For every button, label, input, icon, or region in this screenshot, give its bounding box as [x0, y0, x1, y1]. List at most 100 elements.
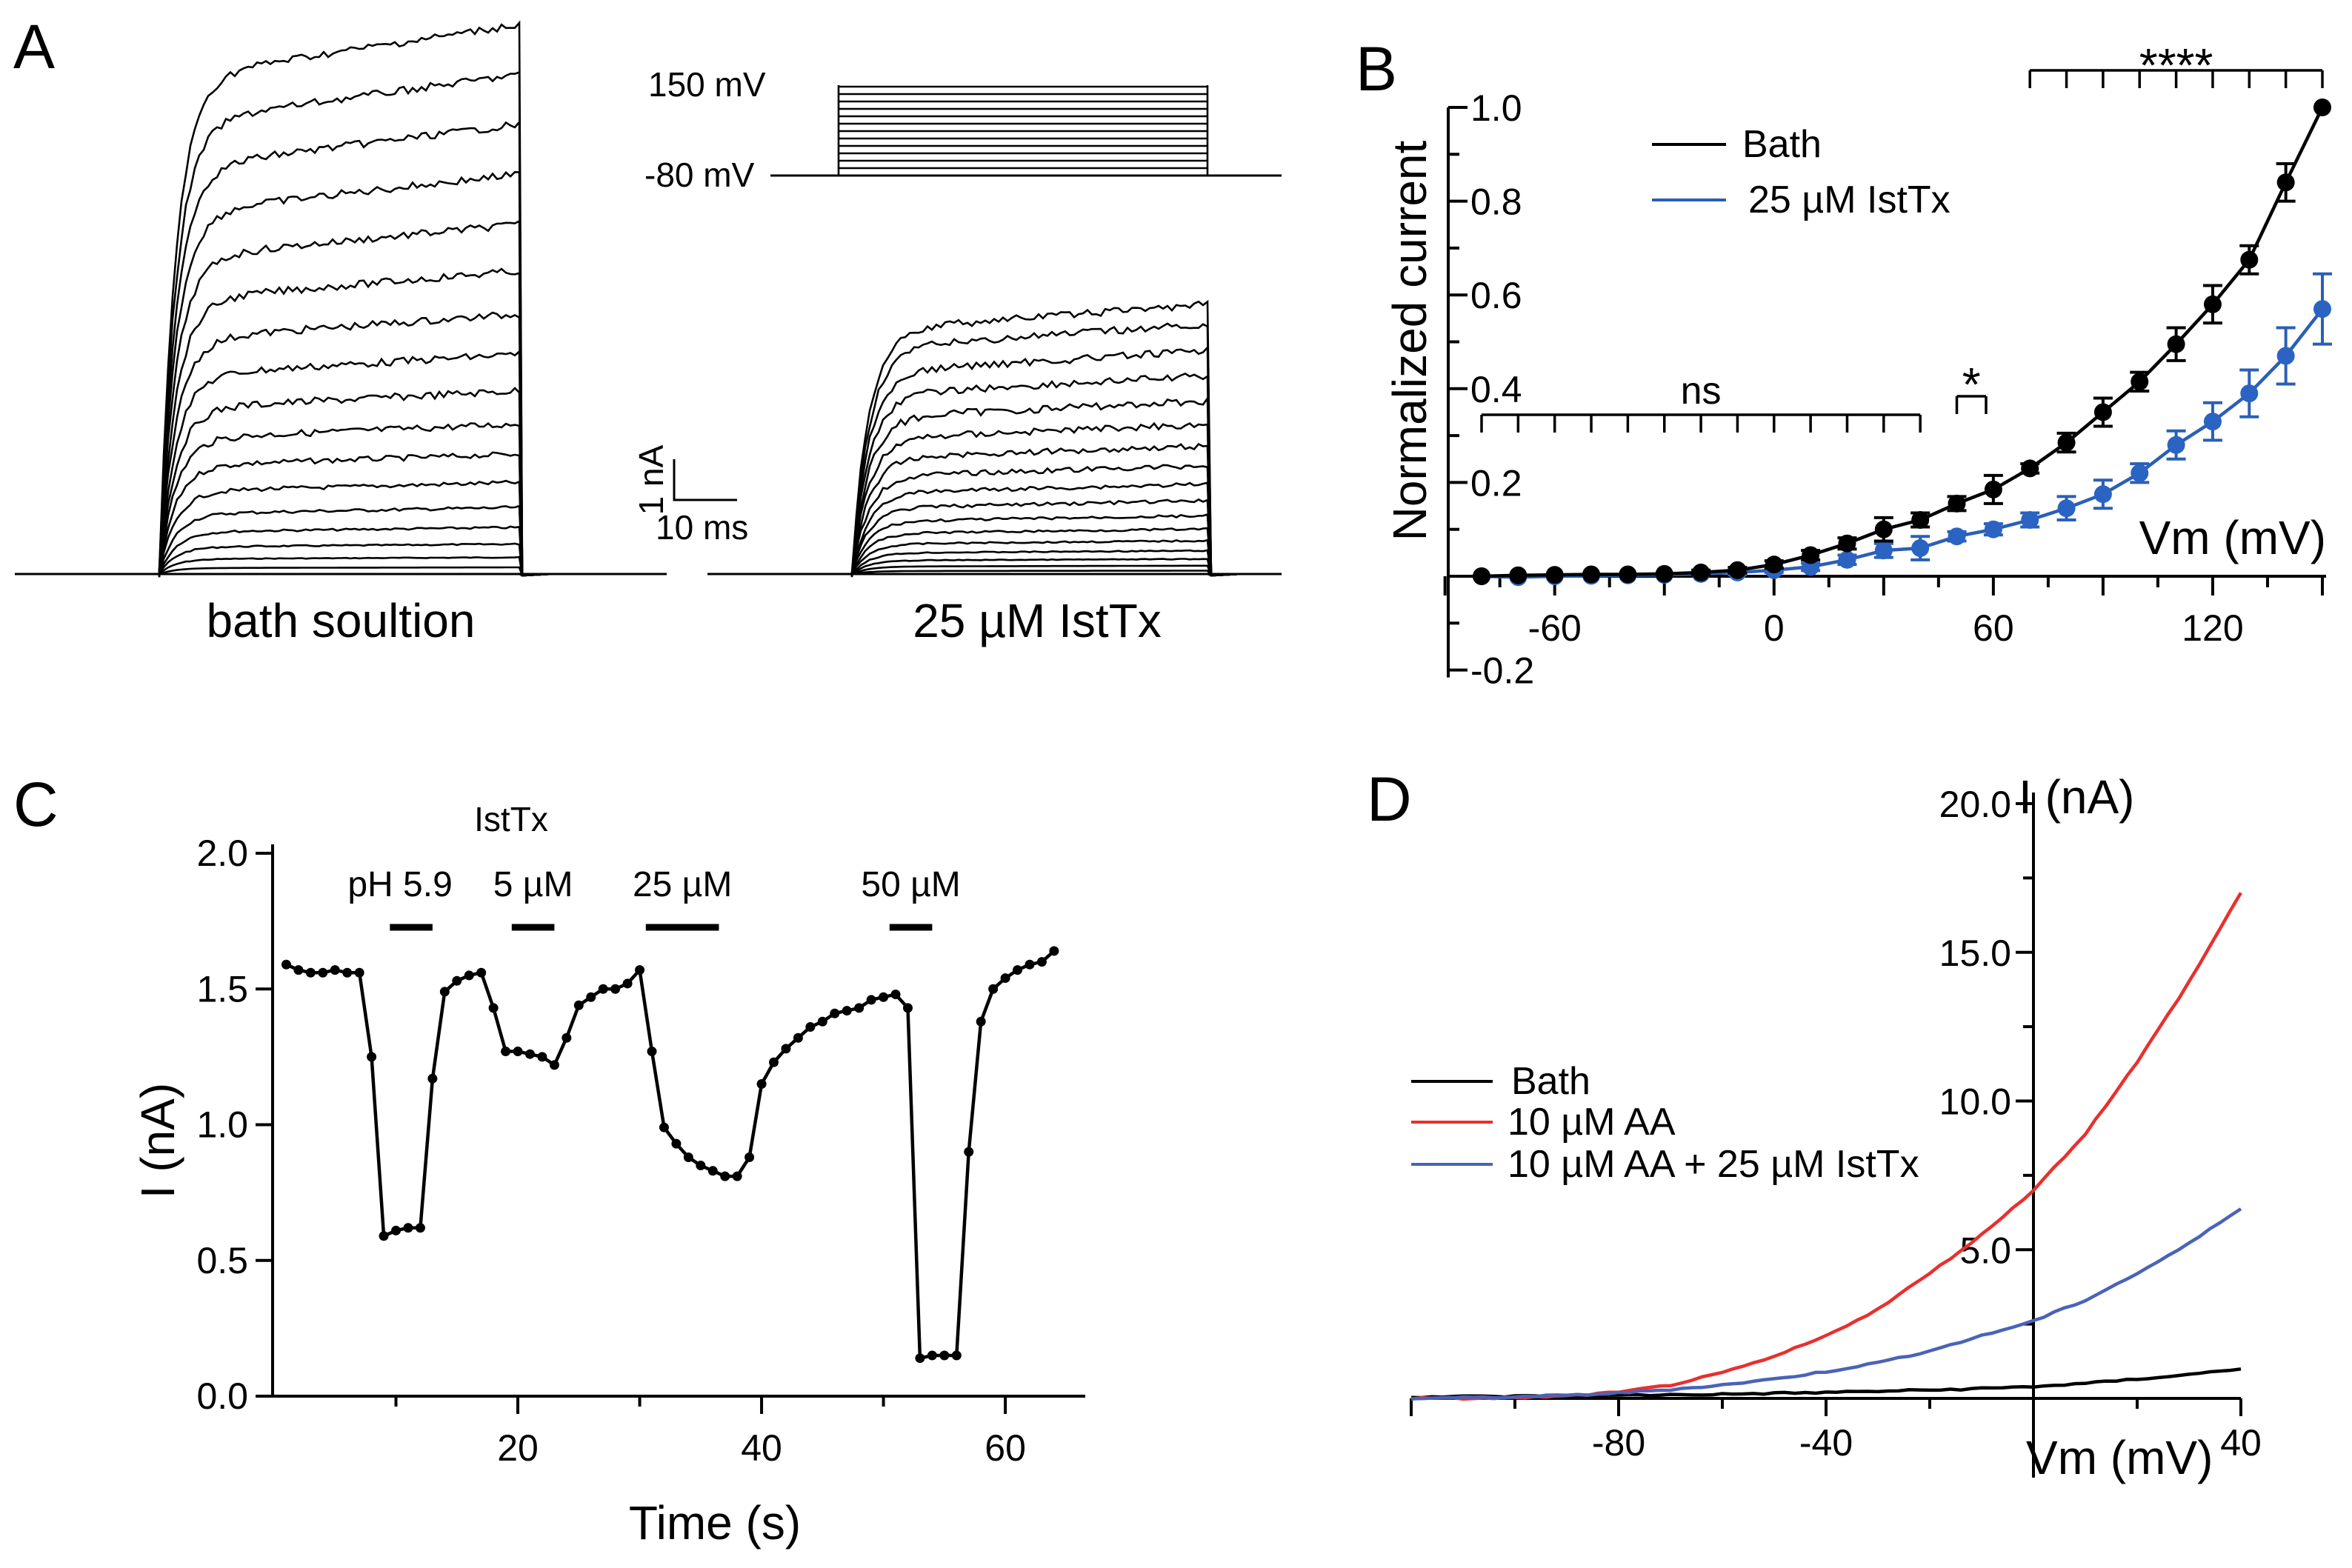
d-xtick-label-1: -40 — [1799, 1422, 1853, 1464]
d-ytick-label-1: 10.0 — [1939, 1081, 2011, 1123]
c-point-41 — [781, 1044, 791, 1054]
panel-c-letter: C — [13, 770, 59, 839]
c-point-2 — [305, 967, 316, 978]
c-xtick-label-1: 40 — [741, 1427, 782, 1469]
c-x-axis-title: Time (s) — [629, 1496, 801, 1549]
c-point-9 — [391, 1225, 402, 1235]
c-point-46 — [842, 1006, 852, 1016]
b-point-0-3 — [1582, 565, 1601, 584]
b-point-0-5 — [1655, 564, 1673, 583]
c-point-48 — [866, 995, 876, 1005]
c-point-35 — [707, 1166, 718, 1176]
b-xtick-label-2: 60 — [1973, 607, 2014, 649]
c-point-27 — [610, 984, 621, 994]
b-point-0-19 — [2167, 335, 2185, 353]
c-point-59 — [1000, 973, 1010, 984]
protocol-bottom-label: -80 mV — [644, 156, 755, 194]
c-bar-label-2: 25 µM — [633, 865, 732, 904]
c-y-axis-title: I (nA) — [131, 1083, 184, 1198]
b-series-line-0 — [1481, 107, 2325, 578]
c-point-0 — [281, 959, 291, 970]
b-ytick-label-1: 0.2 — [1470, 462, 1522, 504]
c-point-14 — [452, 975, 462, 986]
isttx-trace-11 — [707, 443, 1282, 577]
c-point-31 — [659, 1122, 669, 1132]
b-point-1-21 — [2240, 384, 2259, 403]
b-point-0-10 — [1838, 534, 1856, 553]
c-ytick-label-0: 0.0 — [196, 1375, 248, 1417]
b-legend-bath-label: Bath — [1742, 123, 1822, 166]
c-point-37 — [732, 1171, 742, 1181]
bath-trace-11 — [15, 311, 593, 577]
c-drug-label: IstTx — [474, 800, 548, 838]
bath-trace-1 — [15, 566, 593, 577]
b-sig-label-1: * — [1962, 358, 1981, 411]
isttx-trace-8 — [707, 498, 1282, 577]
isttx-trace-1 — [707, 570, 1282, 577]
b-point-0-18 — [2131, 373, 2149, 391]
isttx-trace-7 — [707, 513, 1282, 577]
d-xtick-label-2: 40 — [2220, 1422, 2262, 1464]
scale-h-label: 10 ms — [656, 508, 748, 547]
b-point-0-7 — [1728, 561, 1747, 579]
c-point-49 — [879, 992, 889, 1002]
b-point-0-1 — [1509, 566, 1528, 584]
bath-trace-0 — [15, 573, 593, 577]
c-point-15 — [464, 970, 474, 981]
c-point-34 — [696, 1160, 706, 1170]
panel-b: B Normalized current -0.2 0.2 0.4 0.6 0.8 1.0… — [1356, 34, 2332, 692]
b-point-0-12 — [1911, 511, 1930, 530]
c-plot-area — [281, 946, 1059, 1364]
c-point-29 — [635, 965, 645, 975]
b-sig-label-0: ns — [1681, 370, 1722, 413]
b-xtick-label-1: 0 — [1764, 607, 1785, 649]
c-point-13 — [439, 987, 450, 997]
b-point-0-13 — [1948, 494, 1966, 513]
b-point-0-22 — [2276, 173, 2295, 192]
isttx-trace-16 — [707, 322, 1282, 577]
bath-trace-15 — [15, 119, 593, 577]
c-point-25 — [586, 992, 596, 1002]
bath-label: bath soultion — [207, 594, 476, 647]
b-legend: Bath 25 µM IstTx — [1652, 123, 1950, 221]
c-point-1 — [293, 965, 304, 975]
c-bar-label-1: 5 µM — [493, 865, 573, 904]
bath-trace-9 — [15, 387, 593, 578]
b-point-0-4 — [1619, 565, 1637, 584]
d-ytick-label-0: 5.0 — [1959, 1230, 2011, 1271]
bath-trace-6 — [15, 479, 593, 577]
panel-d: D I (nA) Vm (mV) -80 -40 40 5.0 10.0 15.0 20.0… — [1367, 764, 2262, 1484]
c-application-bars: pH 5.9 5 µM 25 µM 50 µM — [347, 865, 961, 931]
bath-trace-14 — [15, 170, 593, 577]
b-legend-isttx-label: 25 µM IstTx — [1748, 179, 1950, 221]
bath-trace-13 — [15, 219, 593, 577]
c-point-43 — [805, 1022, 816, 1032]
d-y-axis-title: I (nA) — [2019, 770, 2134, 824]
panel-a: A 150 mV -80 mV 1 nA 10 ms bath soultion… — [13, 12, 1282, 647]
c-point-18 — [501, 1047, 511, 1057]
c-point-7 — [367, 1052, 377, 1062]
isttx-trace-14 — [707, 372, 1282, 577]
c-point-38 — [744, 1152, 755, 1162]
c-point-16 — [476, 967, 487, 978]
d-legend-aa-isttx-label: 10 µM AA + 25 µM IstTx — [1508, 1143, 1919, 1186]
c-point-51 — [902, 1003, 913, 1013]
bath-trace-10 — [15, 349, 593, 577]
b-point-0-6 — [1692, 563, 1710, 581]
c-ytick-label-4: 2.0 — [196, 833, 248, 874]
c-point-60 — [1013, 965, 1023, 975]
b-point-0-23 — [2313, 99, 2331, 116]
c-point-52 — [915, 1353, 925, 1364]
b-point-1-10 — [1838, 550, 1856, 569]
b-point-0-9 — [1802, 546, 1820, 564]
c-point-23 — [562, 1032, 572, 1043]
c-point-56 — [964, 1147, 974, 1157]
c-point-21 — [537, 1052, 547, 1062]
c-point-33 — [683, 1152, 693, 1162]
c-point-62 — [1036, 957, 1047, 967]
c-point-36 — [720, 1171, 730, 1181]
c-point-28 — [622, 978, 633, 989]
b-point-1-23 — [2313, 300, 2331, 318]
bath-trace-16 — [15, 70, 593, 577]
b-ytick-label-0: -0.2 — [1470, 650, 1534, 692]
